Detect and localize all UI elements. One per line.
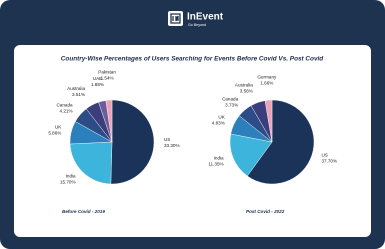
page-title: Country-Wise Percentages of Users Search…	[61, 56, 324, 63]
slice-label: Pakistan	[98, 69, 116, 74]
slice-value-label: 37.70%	[321, 158, 337, 163]
slice-label: Australia	[67, 86, 85, 91]
slice-label: Australia	[235, 83, 253, 88]
logo-text: InEvent	[187, 12, 224, 23]
slice-value-label: 33.30%	[164, 143, 180, 148]
slice-label: India	[214, 155, 224, 160]
chart-caption: Before Covid - 2019	[62, 209, 105, 214]
logo-tagline: Go Beyond	[188, 23, 206, 27]
slice-value-label: 5.86%	[48, 130, 61, 135]
slice-value-label: 3.73%	[225, 103, 238, 108]
pie-slice	[110, 99, 155, 185]
chart-caption: Post Covid - 2022	[246, 209, 285, 214]
slice-value-label: 4.83%	[212, 120, 225, 125]
slice-value-label: 3.56%	[240, 89, 253, 94]
slice-value-label: 3.51%	[72, 92, 85, 97]
pie-slice	[105, 99, 113, 143]
slice-label: Canada	[56, 102, 73, 107]
slice-label: UK	[55, 124, 62, 129]
card	[14, 45, 371, 237]
slice-label: UAE	[93, 76, 102, 81]
slice-label: Canada	[222, 97, 239, 102]
slice-value-label: 1.88%	[91, 82, 104, 87]
slice-label: Germany	[257, 74, 277, 79]
slice-label: US	[321, 152, 327, 157]
pie-slice	[69, 141, 113, 185]
pie-slice	[229, 133, 273, 177]
slice-label: UK	[218, 114, 225, 119]
slice-value-label: 4.21%	[60, 108, 73, 113]
slice-value-label: 1.66%	[260, 80, 273, 85]
slice-value-label: 15.70%	[60, 179, 76, 184]
logo-glyph	[170, 13, 181, 24]
pie-slice	[247, 99, 315, 185]
slice-label: India	[66, 173, 76, 178]
slice-value-label: 1.54%	[101, 75, 114, 80]
pie-slice	[264, 99, 273, 143]
slice-label: US	[164, 137, 170, 142]
slice-value-label: 11.35%	[208, 161, 223, 166]
